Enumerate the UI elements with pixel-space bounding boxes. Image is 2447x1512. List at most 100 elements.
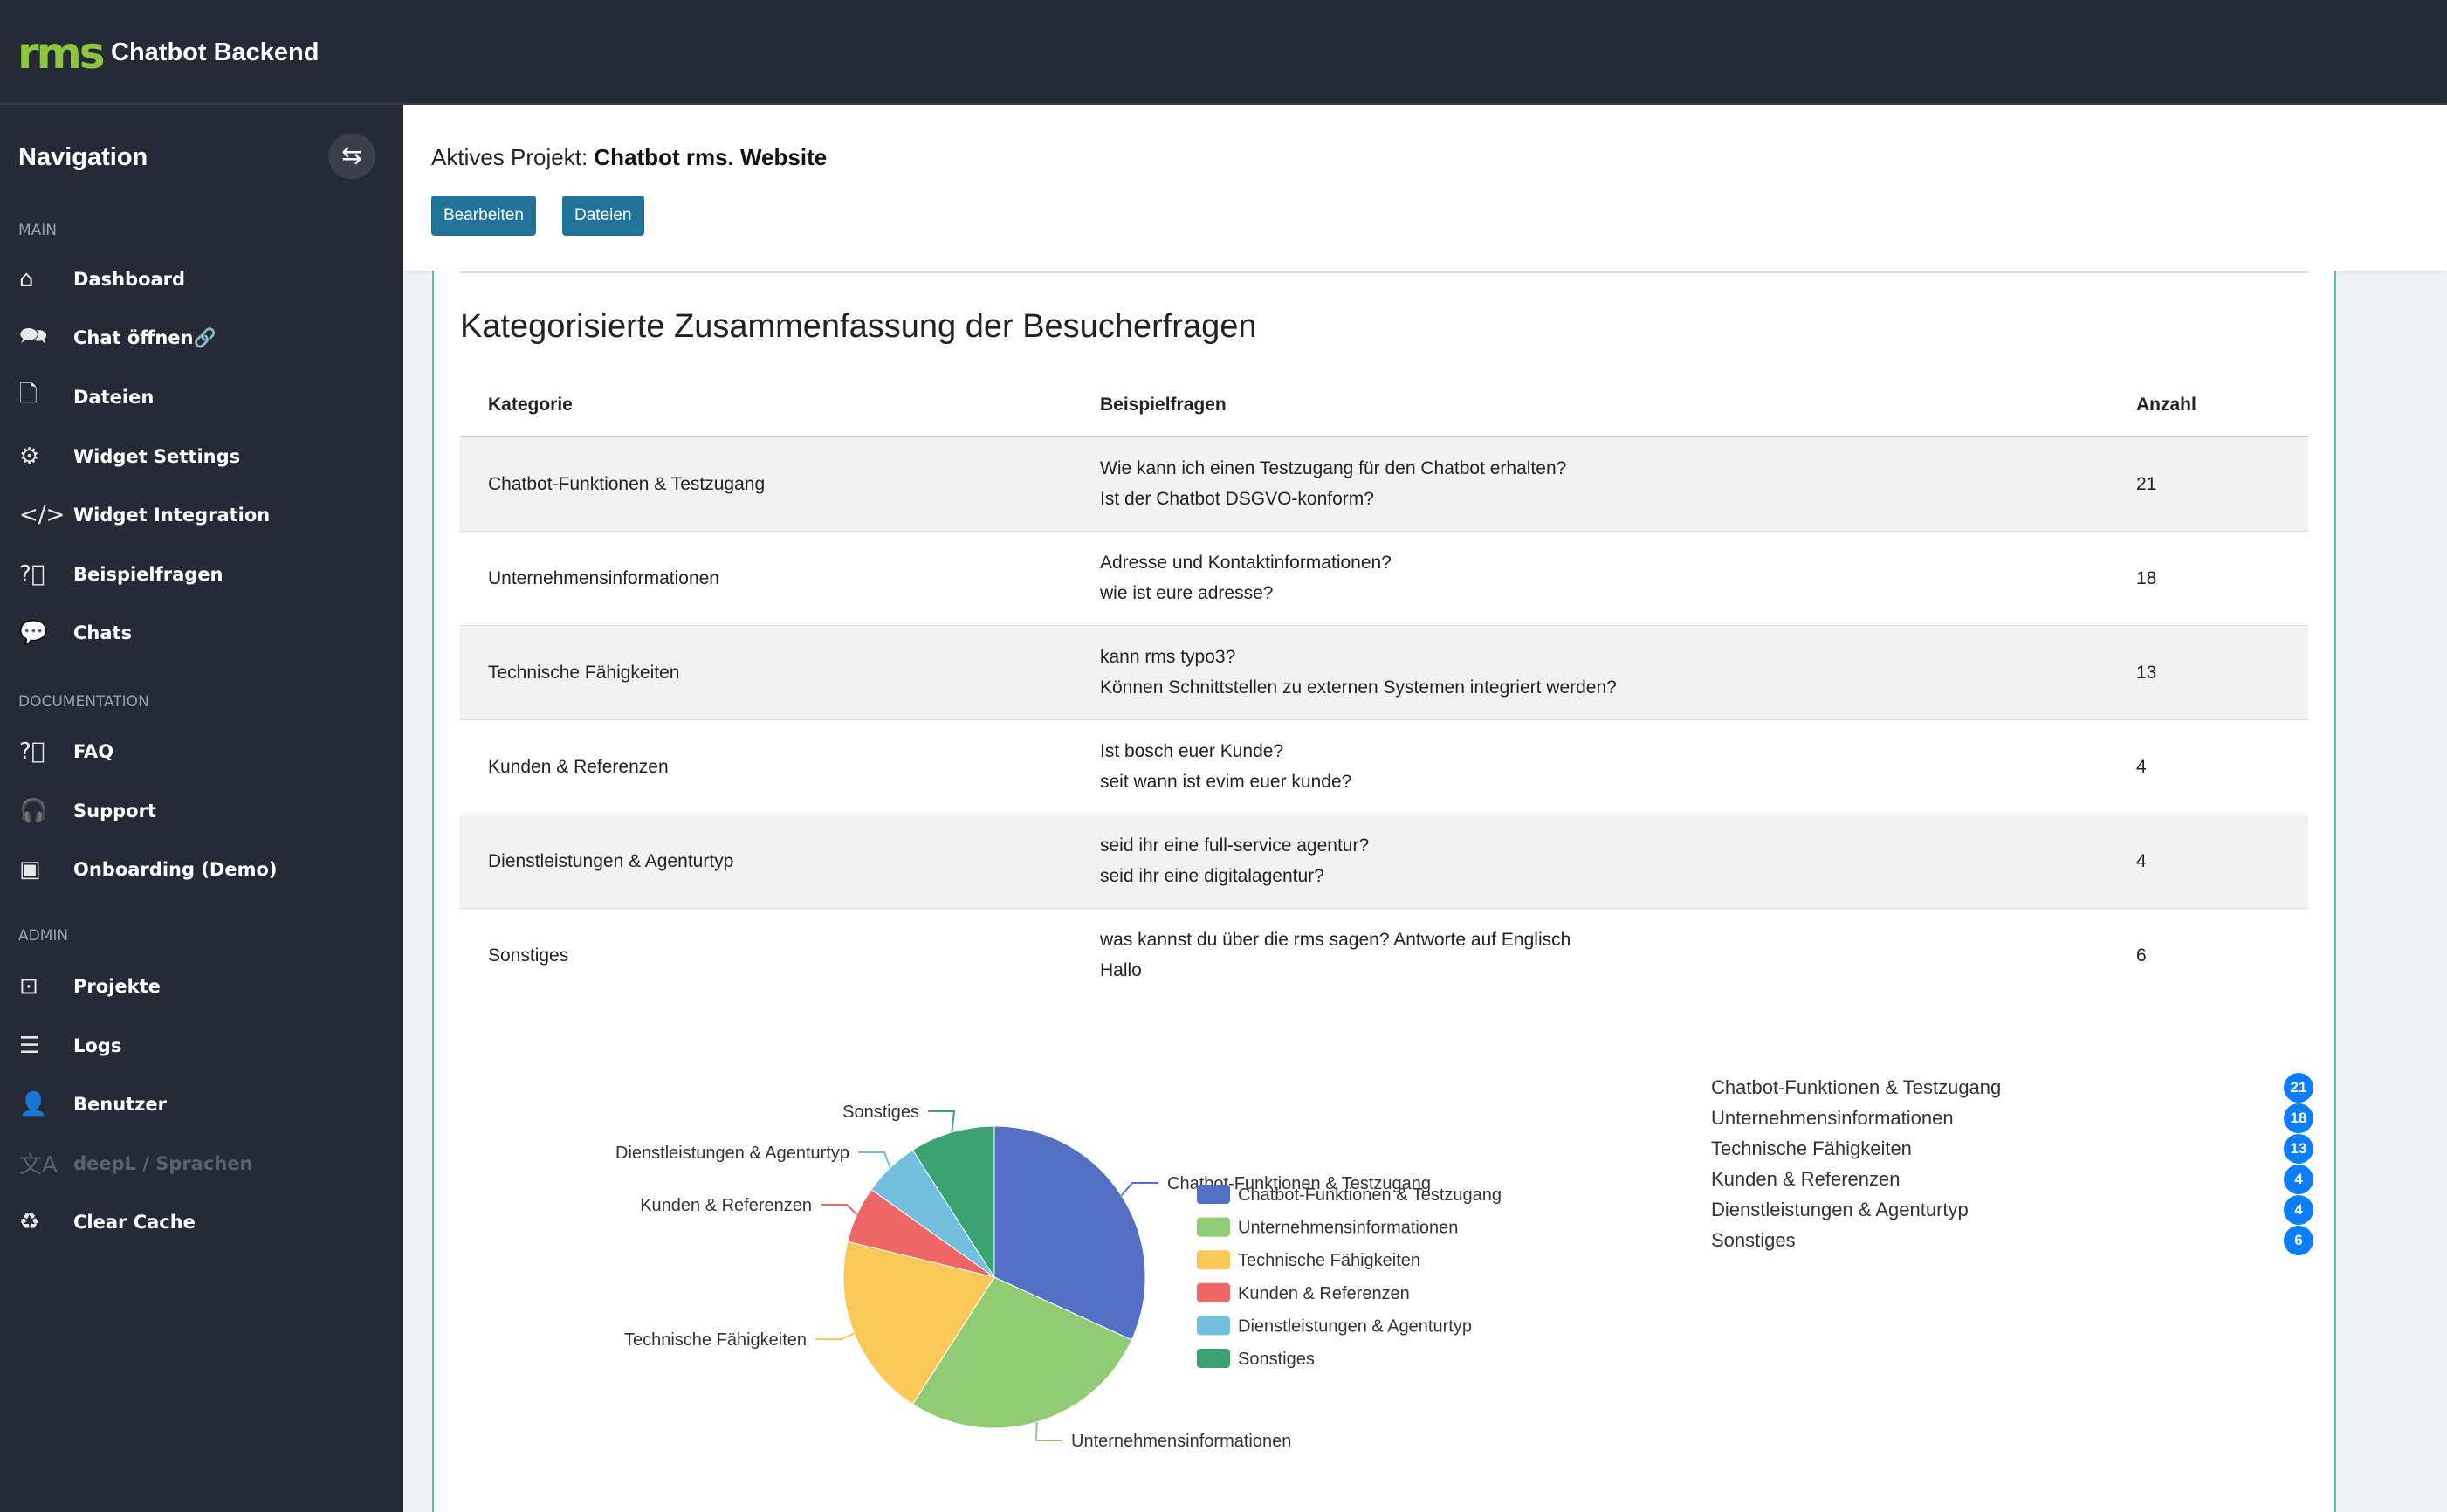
pie-label: Unternehmensinformationen — [1071, 1432, 1291, 1451]
sidebar-item-beispielfragen[interactable]: ?⃝ Beispielfragen — [0, 548, 403, 601]
edit-button[interactable]: Bearbeiten — [431, 196, 536, 236]
active-project-label: Aktives Projekt: — [431, 144, 588, 170]
file-icon: 🗋 — [19, 381, 38, 408]
sidebar-item-label: Widget Integration — [73, 505, 271, 526]
example-questions-cell: Adresse und Kontaktinformationen? wie ist… — [1072, 530, 2108, 625]
sidebar-item-label: Logs — [73, 1034, 122, 1056]
list-item-label: Dienstleistungen & Agenturtyp — [1711, 1198, 1969, 1220]
rms-logo: rms — [17, 28, 106, 79]
count-badge: 13 — [2284, 1133, 2313, 1164]
category-cell: Technische Fähigkeiten — [460, 624, 1072, 719]
project-bar: Aktives Projekt: Chatbot rms. Website Be… — [403, 105, 2447, 271]
sidebar-toggle-button[interactable]: ⇆ — [328, 134, 375, 179]
user-icon: 👤 — [19, 1091, 48, 1117]
app-title: Chatbot Backend — [111, 38, 320, 66]
files-button[interactable]: Dateien — [562, 196, 644, 236]
category-cell: Chatbot-Funktionen & Testzugang — [460, 436, 1072, 531]
sidebar-item-widget-settings[interactable]: ⚙ Widget Settings — [0, 430, 403, 483]
legend-swatch[interactable] — [1197, 1349, 1230, 1368]
list-item-label: Technische Fähigkeiten — [1711, 1137, 1912, 1159]
nav-section-documentation: DOCUMENTATION — [18, 693, 149, 711]
legend-label[interactable]: Technische Fähigkeiten — [1238, 1251, 1420, 1270]
sidebar-item-label: Projekte — [73, 976, 161, 997]
pie-label: Technische Fähigkeiten — [624, 1330, 807, 1350]
divider — [460, 271, 2308, 273]
sidebar-item-clear-cache[interactable]: ♻ Clear Cache — [0, 1196, 403, 1248]
column-header-count: Anzahl — [2108, 375, 2308, 437]
sidebar-item-onboarding-demo[interactable]: ▣ Onboarding (Demo) — [0, 843, 403, 896]
message-icon: 💬 — [19, 620, 48, 646]
sidebar-item-deepl-sprachen[interactable]: 文A deepL / Sprachen — [0, 1137, 403, 1190]
sidebar-item-chat-öffnen[interactable]: 🗪 Chat öffnen🔗 — [0, 313, 403, 365]
pie-label: Kunden & Referenzen — [640, 1196, 812, 1215]
chat-icon: 🗪 — [19, 322, 48, 349]
sidebar-item-support[interactable]: 🎧 Support — [0, 785, 403, 837]
example-question: kann rms typo3? — [1100, 647, 1236, 667]
sidebar: Navigation ⇆ MAIN ⌂ Dashboard 🗪 Chat öffnen🔗… — [0, 105, 403, 1512]
legend-label[interactable]: Dienstleistungen & Agenturtyp — [1238, 1316, 1472, 1336]
list-item: Technische Fähigkeiten 13 — [1711, 1133, 2313, 1164]
summary-title: Kategorisierte Zusammenfassung der Besuc… — [460, 308, 1257, 345]
sidebar-item-logs[interactable]: ☰ Logs — [0, 1020, 403, 1072]
count-badge: 6 — [2284, 1225, 2313, 1255]
count-badge: 4 — [2284, 1164, 2313, 1194]
count-cell: 18 — [2108, 530, 2308, 625]
sidebar-item-chats[interactable]: 💬 Chats — [0, 607, 403, 659]
table-row: Unternehmensinformationen Adresse und Ko… — [460, 530, 2308, 625]
legend-label[interactable]: Kunden & Referenzen — [1238, 1284, 1410, 1303]
list-item-label: Sonstiges — [1711, 1228, 1796, 1251]
sidebar-item-label: FAQ — [73, 741, 114, 762]
example-question: seid ihr eine digitalagentur? — [1100, 866, 1324, 886]
sidebar-item-label: Chat öffnen🔗 — [73, 327, 217, 348]
pie-label: Dienstleistungen & Agenturtyp — [615, 1144, 849, 1163]
sidebar-item-faq[interactable]: ?⃝ FAQ — [0, 725, 403, 778]
list-item: Chatbot-Funktionen & Testzugang 21 — [1711, 1072, 2313, 1103]
count-badge: 4 — [2284, 1194, 2313, 1225]
sidebar-item-benutzer[interactable]: 👤 Benutzer — [0, 1078, 403, 1131]
sidebar-item-label: Dashboard — [73, 269, 186, 290]
count-badge: 18 — [2284, 1103, 2313, 1133]
legend-swatch[interactable] — [1197, 1217, 1230, 1237]
pie-label: Sonstiges — [842, 1103, 919, 1122]
sidebar-item-label: deepL / Sprachen — [73, 1152, 253, 1174]
category-cell: Dienstleistungen & Agenturtyp — [460, 813, 1072, 908]
translate-icon: 文A — [19, 1152, 58, 1179]
legend-swatch[interactable] — [1197, 1250, 1230, 1270]
legend-label[interactable]: Unternehmensinformationen — [1238, 1219, 1458, 1238]
example-questions-cell: seid ihr eine full-service agentur? seid … — [1072, 813, 2108, 908]
pie-label-line — [928, 1110, 956, 1133]
example-questions-cell: Ist bosch euer Kunde? seit wann ist evim … — [1072, 718, 2108, 814]
summary-card: Kategorisierte Zusammenfassung der Besuc… — [432, 271, 2336, 1512]
pie-label-line — [1034, 1421, 1062, 1441]
list-item: Dienstleistungen & Agenturtyp 4 — [1711, 1194, 2313, 1225]
example-question: Ist bosch euer Kunde? — [1100, 741, 1284, 761]
count-cell: 4 — [2108, 813, 2308, 908]
code-icon: </> — [19, 502, 65, 528]
example-question: Ist der Chatbot DSGVO-konform? — [1100, 489, 1374, 510]
sidebar-item-dateien[interactable]: 🗋 Dateien — [0, 371, 403, 423]
count-cell: 21 — [2108, 436, 2308, 531]
example-question: wie ist eure adresse? — [1100, 583, 1274, 603]
list-item: Unternehmensinformationen 18 — [1711, 1103, 2313, 1133]
legend-label[interactable]: Chatbot-Funktionen & Testzugang — [1238, 1186, 1502, 1205]
sidebar-item-widget-integration[interactable]: </> Widget Integration — [0, 489, 403, 541]
table-header-row: Kategorie Beispielfragen Anzahl — [460, 375, 2308, 437]
nav-section-main: MAIN — [18, 222, 58, 239]
legend-swatch[interactable] — [1197, 1316, 1230, 1336]
summary-table: Kategorie Beispielfragen Anzahl Chatbot-… — [460, 375, 2308, 1002]
column-header-questions: Beispielfragen — [1072, 375, 2108, 437]
legend-label[interactable]: Sonstiges — [1238, 1350, 1315, 1369]
gear-icon: ⚙ — [19, 443, 40, 470]
sidebar-item-label: Support — [73, 800, 156, 821]
example-questions-cell: kann rms typo3? Können Schnittstellen zu … — [1072, 624, 2108, 719]
sidebar-item-projekte[interactable]: ⊡ Projekte — [0, 960, 403, 1013]
sidebar-item-dashboard[interactable]: ⌂ Dashboard — [0, 253, 403, 306]
example-question: Können Schnittstellen zu externen System… — [1100, 677, 1617, 698]
legend-swatch[interactable] — [1197, 1185, 1230, 1204]
headset-icon: 🎧 — [19, 797, 48, 824]
category-cell: Sonstiges — [460, 907, 1072, 1002]
legend-swatch[interactable] — [1197, 1282, 1230, 1302]
list-item-label: Unternehmensinformationen — [1711, 1106, 1954, 1129]
list-item-label: Kunden & Referenzen — [1711, 1167, 1901, 1190]
